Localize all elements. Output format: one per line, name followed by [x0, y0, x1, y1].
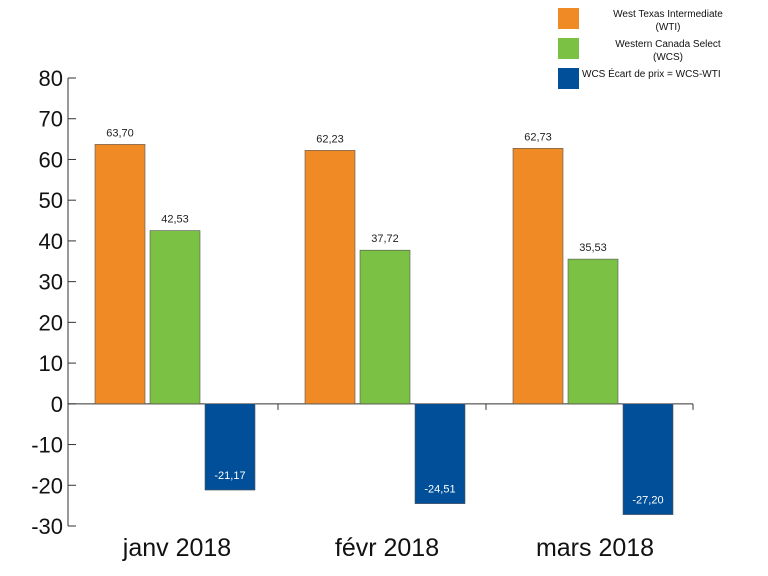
data-label-wcs: 42,53 [161, 214, 189, 226]
y-tick-label: 70 [39, 107, 63, 132]
legend-swatch-gap [558, 68, 579, 89]
data-label-wti: 62,73 [524, 131, 552, 143]
x-category-label: janv 2018 [122, 534, 231, 562]
legend-swatch-wcs [558, 38, 579, 59]
x-category-label: févr 2018 [335, 534, 439, 562]
y-tick-label: 0 [51, 392, 63, 417]
data-label-gap: -21,17 [214, 470, 245, 482]
legend-label-wcs-line2: (WCS) [653, 52, 683, 63]
legend: West Texas Intermediate (WTI) Western Ca… [558, 8, 763, 93]
legend-label-gap-line1: WCS Écart de prix = WCS-WTI [582, 69, 721, 80]
bar-wcs [359, 249, 411, 405]
y-tick-label: 40 [39, 229, 63, 254]
legend-item-wti: West Texas Intermediate (WTI) [558, 8, 763, 35]
bar-wti [94, 144, 146, 405]
x-category-label: mars 2018 [536, 534, 654, 562]
legend-label-wti: West Texas Intermediate (WTI) [580, 8, 756, 34]
y-tick-label: 30 [39, 270, 63, 295]
legend-item-wcs: Western Canada Select (WCS) [558, 38, 763, 65]
legend-label-wcs-line1: Western Canada Select [615, 39, 721, 50]
y-tick-label: -30 [31, 514, 63, 539]
legend-item-gap: WCS Écart de prix = WCS-WTI [558, 68, 763, 90]
legend-label-wti-line1: West Texas Intermediate [613, 9, 723, 20]
bar-wti [512, 148, 564, 405]
data-label-wti: 62,23 [316, 133, 344, 145]
y-tick-label: 60 [39, 147, 63, 172]
data-label-wti: 63,70 [106, 127, 134, 139]
bar-wti [304, 150, 356, 405]
legend-label-gap: WCS Écart de prix = WCS-WTI [582, 68, 758, 81]
y-tick-label: 10 [39, 351, 63, 376]
data-label-wcs: 35,53 [579, 242, 607, 254]
data-label-wcs: 37,72 [371, 233, 399, 245]
bar-wcs [567, 258, 619, 405]
bar-gap [204, 403, 256, 491]
legend-label-wti-line2: (WTI) [655, 22, 681, 33]
legend-swatch-wti [558, 8, 579, 29]
bar-gap [622, 403, 674, 515]
y-tick-label: 50 [39, 188, 63, 213]
legend-label-wcs: Western Canada Select (WCS) [580, 38, 756, 64]
y-tick-label: 20 [39, 310, 63, 335]
data-label-gap: -27,20 [632, 495, 663, 507]
bar-wcs [149, 230, 201, 405]
bar-gap [414, 403, 466, 504]
y-tick-label: 80 [39, 66, 63, 91]
data-label-gap: -24,51 [424, 484, 455, 496]
y-tick-label: -20 [31, 473, 63, 498]
y-tick-label: -10 [31, 433, 63, 458]
